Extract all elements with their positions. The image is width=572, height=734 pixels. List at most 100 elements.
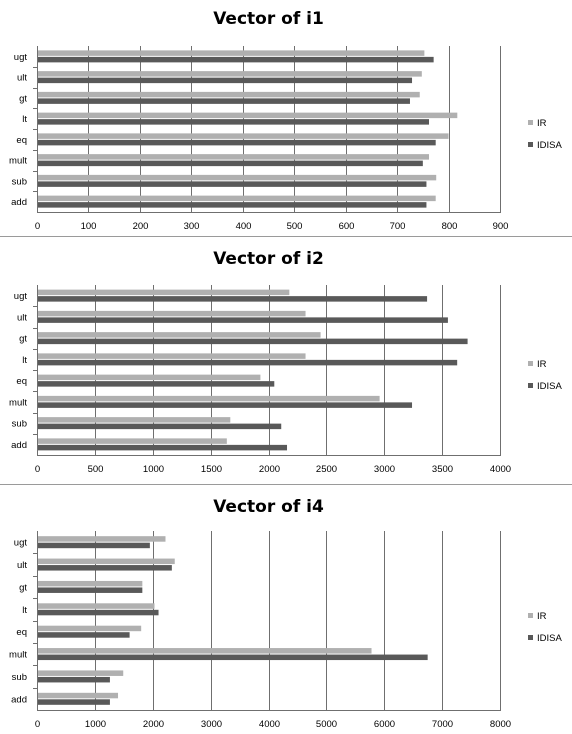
bar-idisa-gt [38,98,410,104]
bar-ir-sub [38,417,231,423]
bar-ir-mult [38,648,372,654]
x-tick-label: 2500 [316,464,337,475]
legend-swatch-idisa [528,142,533,147]
chart-title: Vector of i2 [213,249,324,269]
x-tick-label: 3000 [374,464,395,475]
bar-idisa-ugt [38,56,434,63]
y-tick-label: mult [9,650,27,661]
y-tick-label: ugt [14,291,28,302]
y-tick-label: ugt [14,52,28,63]
bar-ir-gt [38,332,321,338]
bar-idisa-add [38,202,427,208]
x-tick-label: 800 [442,221,458,232]
bar-ir-mult [38,154,430,160]
x-tick-label: 2000 [259,464,280,475]
bar-idisa-gt [38,338,468,345]
bar-ir-lt [38,603,155,609]
bar-ir-ugt [38,50,425,56]
bar-ir-ult [38,310,306,317]
chart-panel-i2: Vector of i2 0 500 1000 1500 2000 2500 3000 3500… [9,249,562,475]
y-tick-label: lt [22,605,27,616]
bar-idisa-add [38,699,110,705]
bar-idisa-ugt [38,296,428,302]
bar-ir-gt [38,580,143,587]
legend-swatch-idisa [528,635,533,640]
x-tick-label: 300 [184,221,200,232]
x-tick-label: 0 [35,221,40,232]
y-tick-label: mult [9,397,27,408]
legend-label-idisa: IDISA [537,381,562,392]
bar-idisa-eq [38,139,436,146]
bar-idisa-ugt [38,542,150,549]
legend-label-ir: IR [537,611,547,622]
panel-separator [0,236,572,237]
y-tick-label: sub [12,176,27,187]
legend-swatch-ir [528,613,533,618]
x-tick-label: 0 [35,719,40,730]
bar-idisa-eq [38,381,275,387]
y-tick-label: gt [19,93,27,104]
panel-separator [0,484,572,485]
bar-idisa-mult [38,654,428,661]
bar-ir-ult [38,558,175,565]
y-tick-label: eq [16,135,27,146]
bar-idisa-ult [38,77,413,84]
chart-title: Vector of i1 [213,9,324,29]
bar-idisa-add [38,444,288,451]
y-tick-label: gt [19,582,27,593]
y-tick-label: ult [17,73,27,84]
y-tick-label: add [11,694,27,705]
y-tick-label: gt [19,334,27,345]
legend-swatch-ir [528,120,533,125]
bar-ir-eq [38,625,142,632]
x-tick-label: 500 [88,464,104,475]
x-tick-label: 400 [236,221,252,232]
y-tick-label: add [11,197,27,208]
y-tick-label: add [11,440,27,451]
bar-ir-gt [38,91,420,98]
bar-ir-sub [38,670,124,676]
y-tick-label: mult [9,156,27,167]
bar-idisa-lt [38,609,159,616]
y-tick-label: lt [22,114,27,125]
y-tick-label: sub [12,419,27,430]
bar-idisa-sub [38,676,110,683]
x-tick-label: 2000 [143,719,164,730]
x-tick-label: 3500 [432,464,453,475]
bar-ir-add [38,438,227,444]
x-tick-label: 8000 [490,719,511,730]
x-tick-label: 200 [133,221,149,232]
bar-ir-ugt [38,536,166,542]
x-tick-label: 6000 [374,719,395,730]
legend-swatch-ir [528,361,533,366]
bar-ir-eq [38,374,261,381]
y-tick-label: ult [17,560,27,571]
bar-idisa-ult [38,565,172,571]
x-tick-label: 7000 [432,719,453,730]
x-tick-label: 900 [493,221,509,232]
bar-idisa-mult [38,402,413,408]
x-tick-label: 500 [287,221,303,232]
x-tick-label: 100 [81,221,97,232]
bar-ir-ult [38,71,422,77]
x-tick-label: 1500 [201,464,222,475]
legend-label-ir: IR [537,359,547,370]
y-tick-label: eq [16,627,27,638]
bar-ir-eq [38,133,449,139]
x-tick-label: 1000 [85,719,106,730]
y-tick-label: ult [17,312,27,323]
chart-title: Vector of i4 [213,497,324,517]
bar-idisa-sub [38,181,427,187]
x-tick-label: 5000 [316,719,337,730]
bar-ir-lt [38,353,306,359]
chart-panel-i1: Vector of i1 0 100 200 300 400 500 600 700 800 900… [9,9,562,232]
x-tick-label: 3000 [201,719,222,730]
bar-ir-ugt [38,289,290,296]
bar-ir-sub [38,174,437,181]
bar-idisa-lt [38,359,458,366]
bar-idisa-mult [38,160,423,167]
legend-swatch-idisa [528,383,533,388]
bar-ir-add [38,692,119,699]
bar-idisa-gt [38,587,143,593]
